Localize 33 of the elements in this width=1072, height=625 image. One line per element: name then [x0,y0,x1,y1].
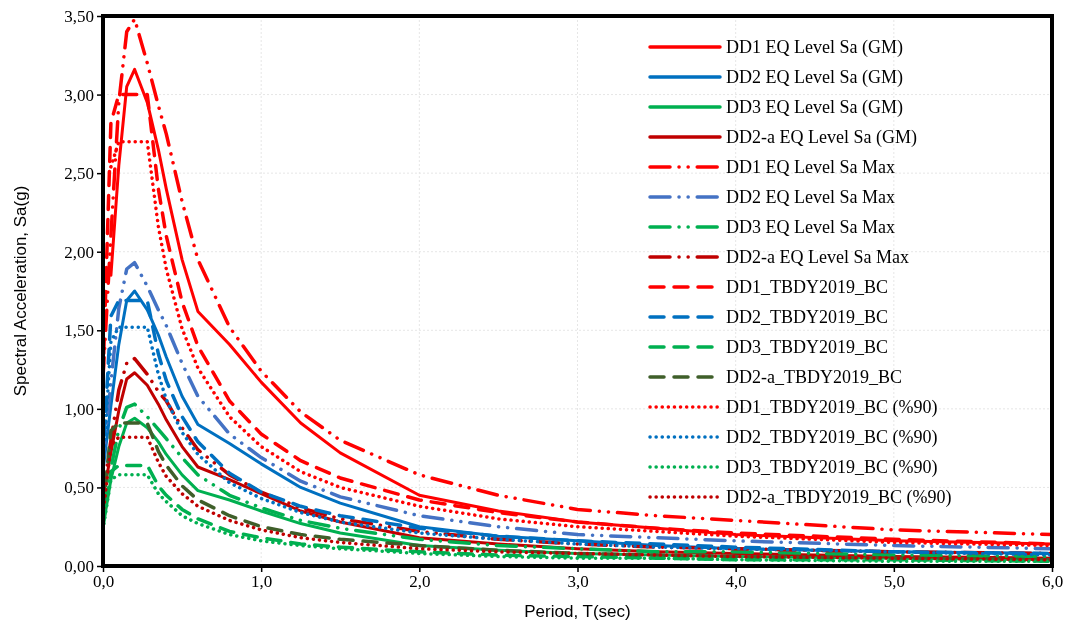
legend-label: DD2_TBDY2019_BC [726,307,889,327]
legend-label: DD3 EQ Level Sa (GM) [726,97,903,118]
legend-label: DD3_TBDY2019_BC (%90) [726,457,938,478]
y-tick-label: 3,00 [64,85,94,105]
legend-label: DD2-a_TBDY2019_BC [726,367,902,387]
legend-label: DD2_TBDY2019_BC (%90) [726,427,938,448]
legend-label: DD3_TBDY2019_BC [726,337,889,357]
legend-label: DD2 EQ Level Sa (GM) [726,67,903,88]
x-tick-label: 1,0 [251,572,273,592]
legend-label: DD2 EQ Level Sa Max [726,187,895,207]
y-tick-label: 3,50 [64,6,94,26]
x-tick-label: 2,0 [409,572,431,592]
legend-label: DD1_TBDY2019_BC (%90) [726,397,938,418]
y-tick-label: 1,00 [64,399,94,419]
x-axis-title: Period, T(sec) [524,602,631,621]
legend-label: DD1_TBDY2019_BC [726,277,889,297]
y-tick-label: 2,00 [64,242,94,262]
x-tick-label: 6,0 [1041,572,1064,592]
y-axis-title: Spectral Acceleration, Sa(g) [11,185,30,397]
x-tick-label: 0,0 [92,572,115,592]
y-tick-label: 2,50 [64,164,94,184]
y-tick-label: 1,50 [64,321,94,341]
legend-label: DD2-a EQ Level Sa (GM) [726,127,917,148]
legend-label: DD2-a_TBDY2019_BC (%90) [726,487,952,508]
legend-label: DD1 EQ Level Sa Max [726,157,895,177]
x-tick-label: 3,0 [567,572,589,592]
x-tick-label: 5,0 [883,572,905,592]
legend-label: DD2-a EQ Level Sa Max [726,247,909,267]
x-tick-label: 4,0 [725,572,747,592]
y-tick-label: 0,00 [64,556,94,576]
legend-label: DD1 EQ Level Sa (GM) [726,37,903,58]
y-tick-label: 0,50 [64,478,94,498]
legend-label: DD3 EQ Level Sa Max [726,217,895,237]
